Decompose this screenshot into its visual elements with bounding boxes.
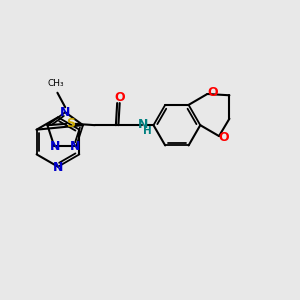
Text: N: N [50, 140, 60, 153]
Text: O: O [114, 91, 125, 103]
Text: N: N [138, 118, 148, 131]
Text: S: S [66, 117, 75, 130]
Text: O: O [207, 86, 217, 100]
Text: N: N [53, 161, 63, 174]
Text: CH₃: CH₃ [47, 79, 64, 88]
Text: N: N [70, 140, 80, 153]
Text: N: N [60, 106, 70, 119]
Text: H: H [143, 126, 152, 136]
Text: O: O [219, 130, 229, 144]
